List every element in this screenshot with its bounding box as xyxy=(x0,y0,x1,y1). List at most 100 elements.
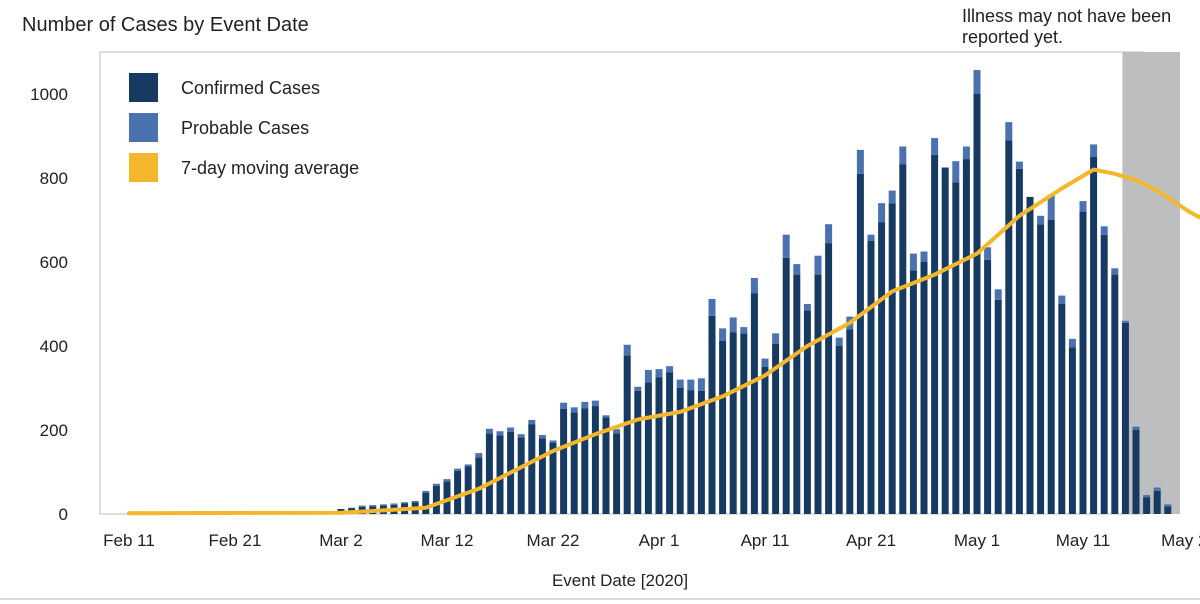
confirmed-bar xyxy=(1164,506,1172,514)
probable-bar xyxy=(772,333,780,344)
confirmed-bar xyxy=(538,438,546,514)
probable-bar xyxy=(973,70,981,94)
probable-bar xyxy=(538,435,546,439)
probable-bar xyxy=(1005,122,1013,141)
probable-bar xyxy=(867,234,875,241)
x-tick-label: Mar 12 xyxy=(421,531,474,550)
confirmed-bar xyxy=(454,470,462,514)
confirmed-bar xyxy=(729,332,737,514)
probable-bar xyxy=(443,479,451,482)
y-tick-label: 800 xyxy=(40,169,68,188)
confirmed-bar xyxy=(1143,497,1151,514)
confirmed-bar xyxy=(1090,157,1098,514)
confirmed-bar xyxy=(1037,224,1045,514)
confirmed-bar xyxy=(750,293,758,514)
probable-bar xyxy=(666,366,674,373)
probable-bar xyxy=(570,407,578,413)
confirmed-bar xyxy=(517,437,525,514)
confirmed-bar xyxy=(846,329,854,514)
confirmed-bar xyxy=(772,343,780,514)
probable-bar xyxy=(835,337,843,346)
confirmed-bar xyxy=(485,433,493,514)
probable-bar xyxy=(719,328,727,341)
confirmed-bar xyxy=(1153,490,1161,514)
confirmed-bar xyxy=(602,417,610,514)
probable-bar xyxy=(464,464,472,467)
probable-bar xyxy=(878,203,886,223)
confirmed-bar xyxy=(920,262,928,514)
legend-probable-label: Probable Cases xyxy=(181,118,309,138)
confirmed-bar xyxy=(666,372,674,514)
probable-bar xyxy=(581,401,589,409)
probable-bar xyxy=(984,247,992,260)
confirmed-bar xyxy=(475,457,483,514)
confirmed-bar xyxy=(962,159,970,514)
unreported-shading xyxy=(1122,52,1180,514)
probable-bar xyxy=(909,253,917,271)
probable-bar xyxy=(687,379,695,391)
confirmed-bar xyxy=(570,412,578,514)
probable-bar xyxy=(623,344,631,356)
confirmed-bar xyxy=(909,270,917,514)
probable-bar xyxy=(390,503,398,505)
probable-bar xyxy=(432,483,440,486)
probable-bar xyxy=(994,289,1002,300)
probable-bar xyxy=(899,146,907,165)
probable-bar xyxy=(803,304,811,311)
probable-bar xyxy=(655,369,663,378)
probable-bar xyxy=(708,298,716,316)
confirmed-bar xyxy=(560,409,568,514)
confirmed-bar xyxy=(1111,274,1119,514)
confirmed-bar xyxy=(1047,220,1055,514)
confirmed-bar xyxy=(634,390,642,514)
confirmed-bar xyxy=(697,390,705,514)
legend-average-swatch xyxy=(129,153,158,182)
confirmed-bar xyxy=(719,340,727,514)
confirmed-bar xyxy=(1132,430,1140,514)
confirmed-bar xyxy=(931,154,939,514)
x-tick-label: Feb 11 xyxy=(103,531,155,550)
confirmed-bar xyxy=(613,433,621,514)
probable-bar xyxy=(931,138,939,155)
confirmed-bar xyxy=(984,259,992,514)
probable-bar xyxy=(697,378,705,391)
probable-bar xyxy=(952,161,960,183)
confirmed-bar xyxy=(867,241,875,514)
probable-bar xyxy=(1015,161,1023,169)
probable-bar xyxy=(1037,215,1045,225)
confirmed-bar xyxy=(878,222,886,514)
x-axis-label: Event Date [2020] xyxy=(552,571,688,590)
probable-bar xyxy=(856,149,864,174)
probable-bar xyxy=(962,146,970,160)
probable-bar xyxy=(411,500,419,503)
confirmed-bar xyxy=(825,243,833,514)
x-tick-label: Apr 1 xyxy=(639,531,680,550)
confirmed-bar xyxy=(994,299,1002,514)
unreported-note: Illness may not have been reported yet. xyxy=(962,6,1172,47)
confirmed-bar xyxy=(591,406,599,514)
y-tick-label: 0 xyxy=(59,505,68,524)
probable-bar xyxy=(1079,201,1087,212)
confirmed-bar xyxy=(835,346,843,514)
probable-bar xyxy=(379,504,387,506)
confirmed-bar xyxy=(1058,304,1066,514)
x-tick-label: Mar 2 xyxy=(319,531,362,550)
x-tick-label: Apr 21 xyxy=(846,531,896,550)
probable-bar xyxy=(1068,338,1076,348)
confirmed-bar xyxy=(899,164,907,514)
confirmed-bar xyxy=(623,355,631,514)
confirmed-bar xyxy=(856,173,864,515)
confirmed-bar xyxy=(782,257,790,514)
probable-bar xyxy=(528,419,536,425)
probable-bar xyxy=(814,255,822,275)
x-tick-label: Mar 22 xyxy=(527,531,580,550)
x-tick-label: May 21 xyxy=(1161,531,1200,550)
moving-average-line xyxy=(127,167,1200,516)
confirmed-bar xyxy=(761,367,769,514)
probable-bar xyxy=(369,505,377,507)
confirmed-bar xyxy=(496,435,504,514)
confirmed-bar xyxy=(740,333,748,514)
probable-bar xyxy=(825,224,833,244)
confirmed-bar xyxy=(644,382,652,514)
